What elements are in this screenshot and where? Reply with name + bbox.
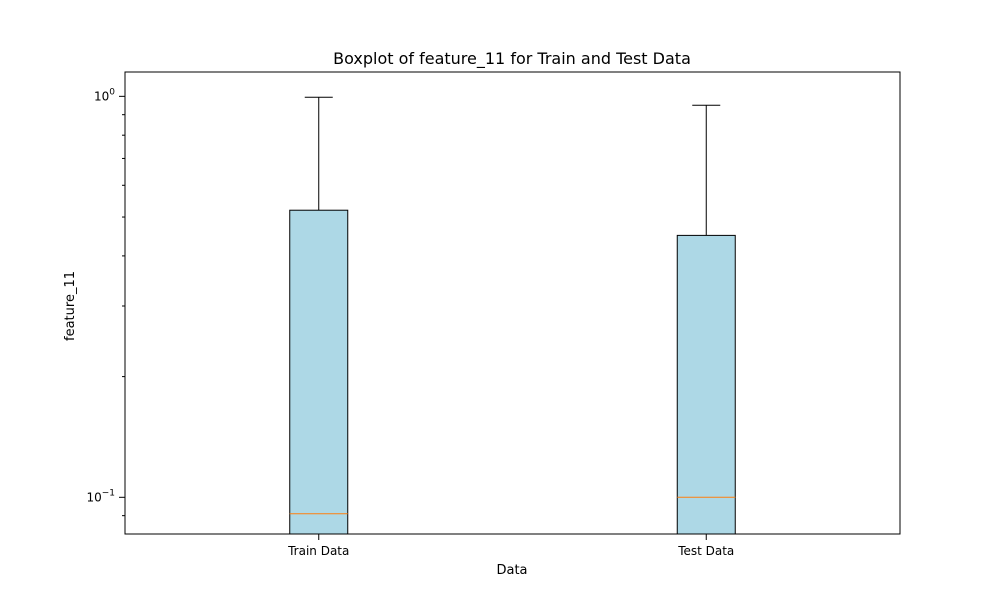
- y-tick-base: 10: [86, 490, 101, 504]
- plot-mask: [124, 534, 901, 555]
- box: [676, 234, 736, 537]
- box: [289, 209, 349, 537]
- y-tick-base: 10: [94, 89, 109, 103]
- y-axis-label: feature_11: [63, 271, 78, 341]
- y-tick-label: 100: [94, 87, 115, 103]
- x-tick-label: Test Data: [677, 544, 734, 558]
- chart-title: Boxplot of feature_11 for Train and Test…: [333, 49, 691, 69]
- y-tick-exponent: 0: [109, 87, 115, 97]
- y-tick-exponent: −1: [102, 488, 115, 498]
- x-tick-label: Train Data: [287, 544, 349, 558]
- plot-frame: [124, 71, 901, 535]
- x-axis-label: Data: [496, 563, 527, 578]
- y-tick-label: 10−1: [86, 488, 115, 504]
